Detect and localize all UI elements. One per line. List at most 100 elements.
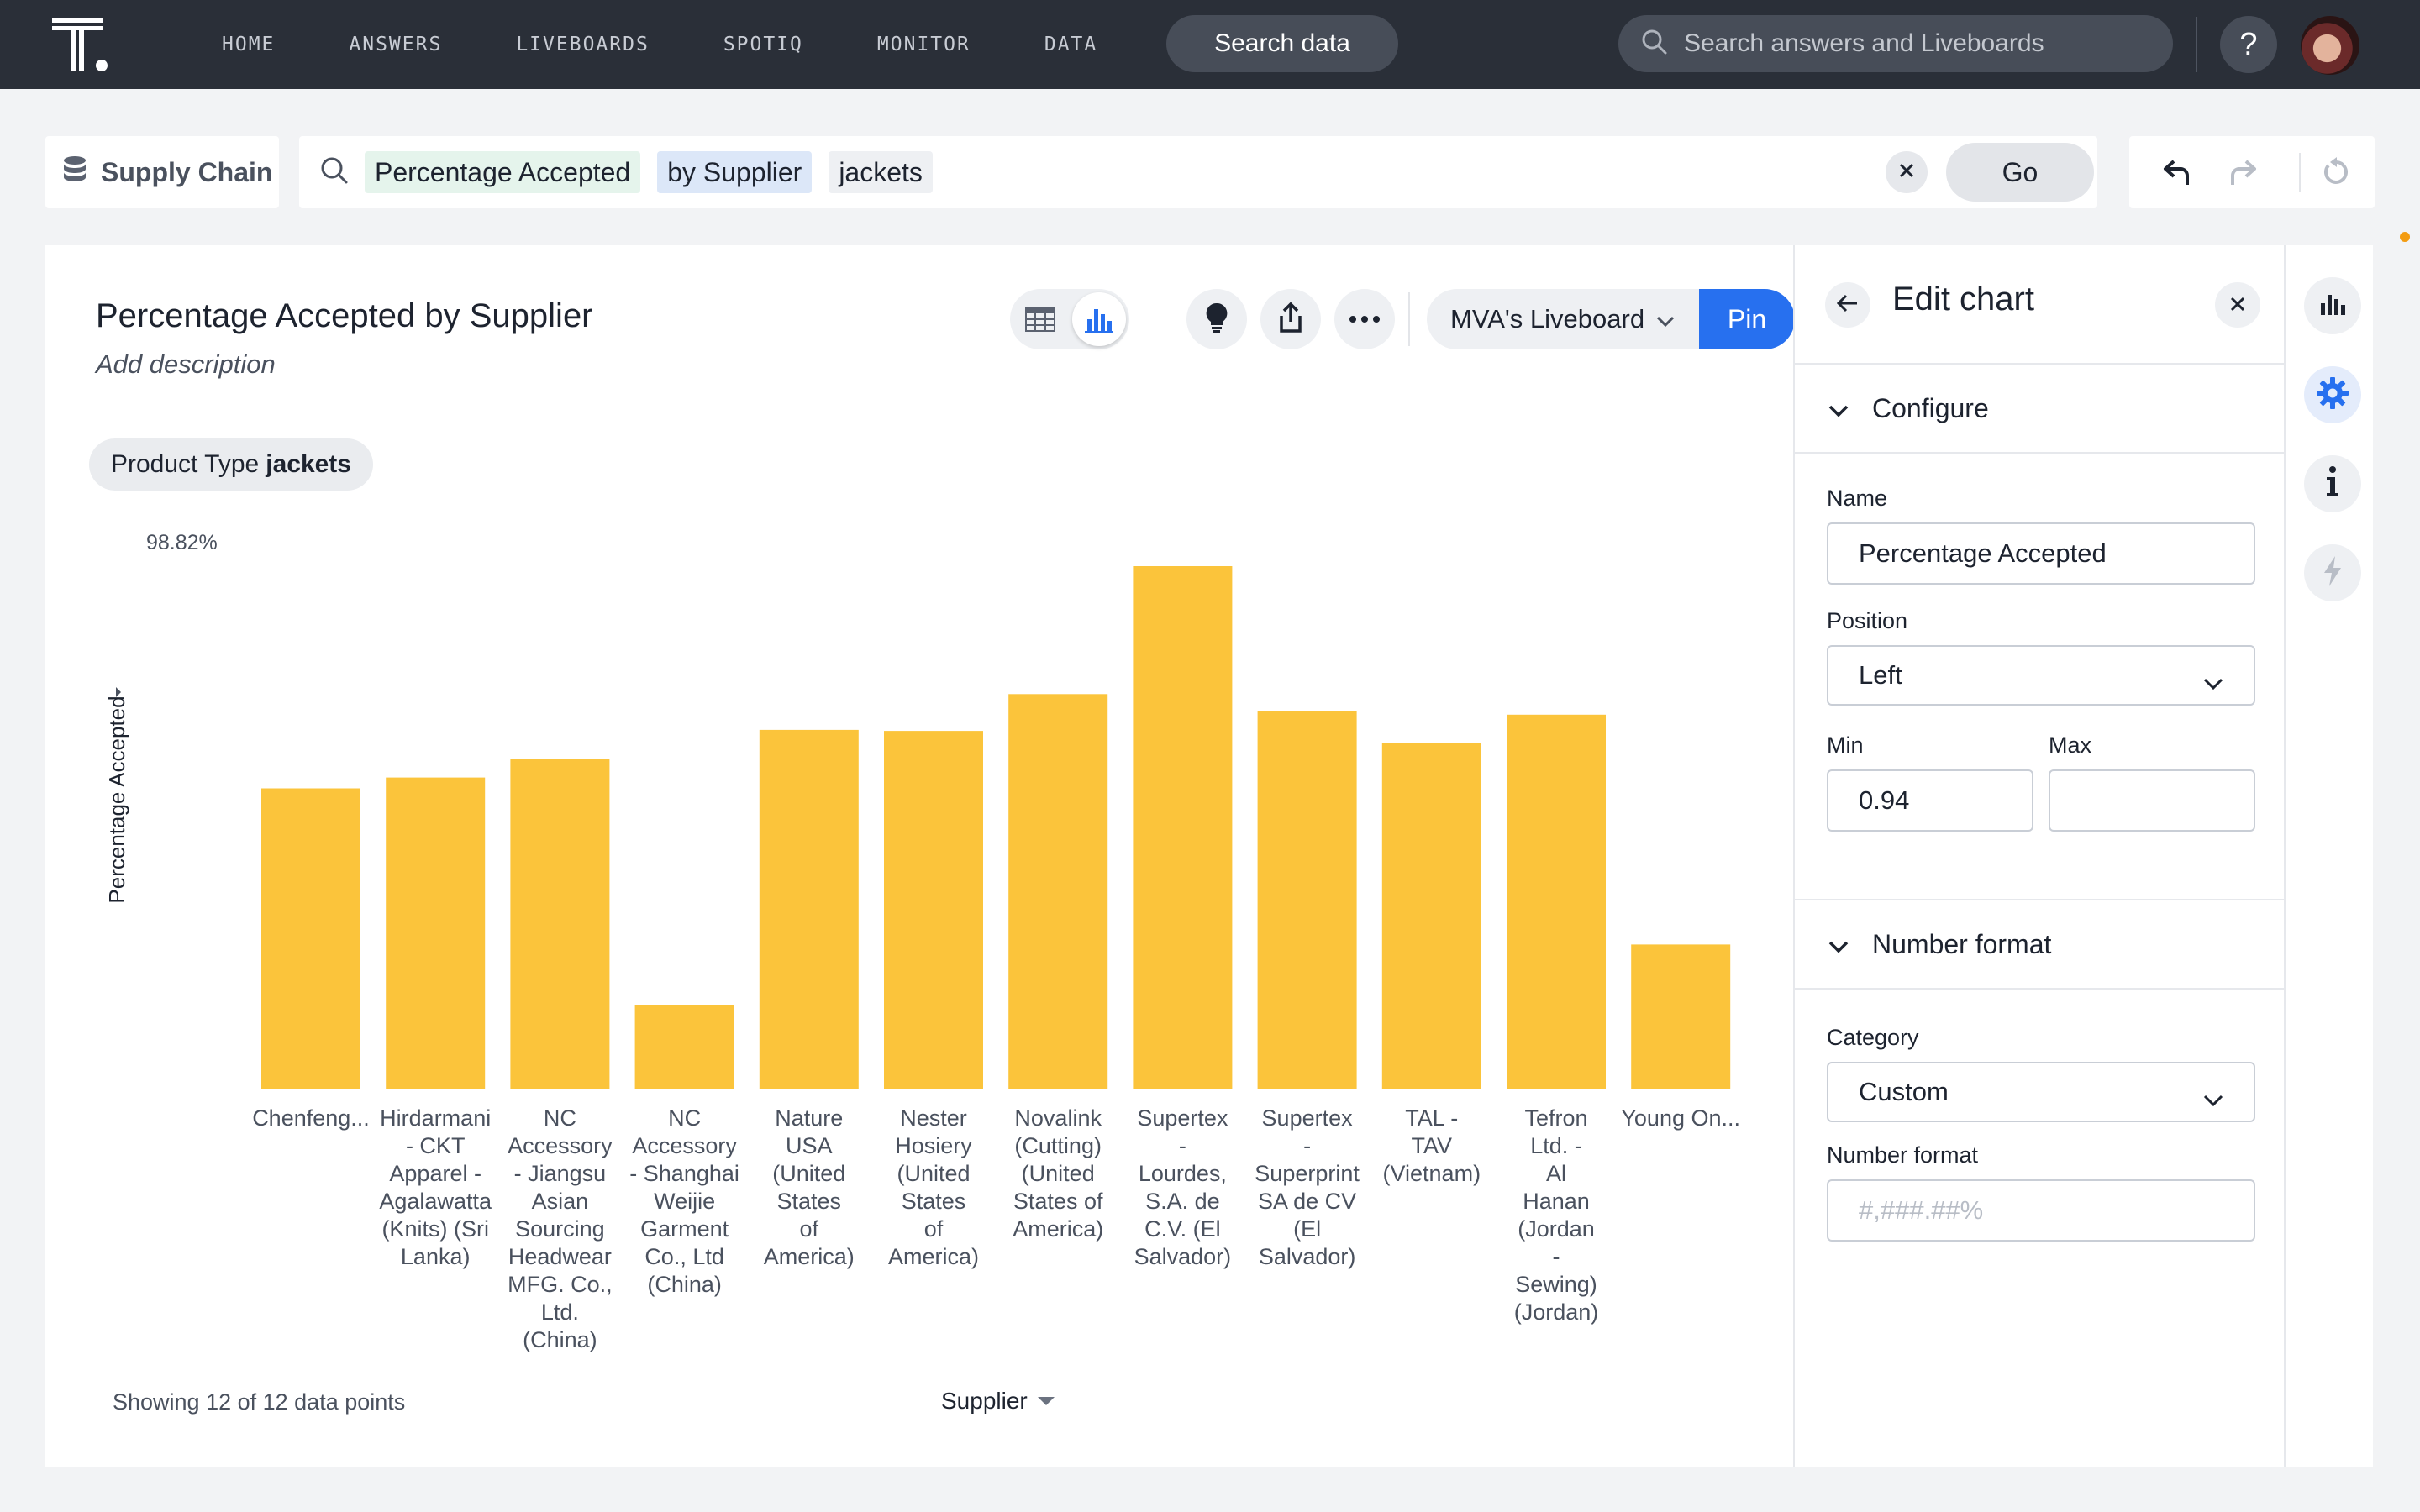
reset-icon[interactable] xyxy=(2319,155,2354,190)
search-token-attribute[interactable]: by Supplier xyxy=(657,151,813,193)
chevron-down-icon xyxy=(1828,929,1849,960)
search-token-measure[interactable]: Percentage Accepted xyxy=(365,151,641,193)
nav-data[interactable]: DATA xyxy=(1044,34,1098,55)
lightning-icon xyxy=(2323,555,2343,591)
chevron-down-icon xyxy=(2203,667,2223,697)
name-label: Name xyxy=(1827,486,1888,511)
filter-chip[interactable]: Product Type jackets xyxy=(89,438,373,491)
chevron-down-icon xyxy=(1828,393,1849,424)
position-select[interactable]: Left xyxy=(1827,645,2255,706)
history-controls xyxy=(2129,136,2375,208)
info-button[interactable] xyxy=(2304,455,2361,512)
filter-label: Product Type xyxy=(111,450,260,478)
data-source-selector[interactable]: Supply Chain xyxy=(45,136,279,208)
nav-monitor[interactable]: MONITOR xyxy=(876,34,971,55)
x-tick-label-9: Supertex -Superprint SA de CV (El Salvador) xyxy=(1255,1105,1360,1269)
x-tick-label-12: Young On... xyxy=(1621,1105,1740,1131)
close-panel-button[interactable] xyxy=(2215,282,2260,328)
y-axis-title[interactable]: Percentage Accepted xyxy=(104,696,129,903)
chevron-down-icon xyxy=(2203,1084,2223,1114)
search-bar[interactable]: Percentage Accepted by Supplier jackets … xyxy=(299,136,2097,208)
go-button[interactable]: Go xyxy=(1946,143,2094,202)
help-button[interactable]: ? xyxy=(2220,16,2277,73)
nav-liveboards[interactable]: LIVEBOARDS xyxy=(516,34,650,55)
gear-icon xyxy=(2316,376,2349,414)
user-avatar[interactable] xyxy=(2301,16,2360,75)
undo-icon[interactable] xyxy=(2160,155,2195,190)
main-menu: HOME ANSWERS LIVEBOARDS SPOTIQ MONITOR D… xyxy=(222,0,1171,89)
bar-4[interactable] xyxy=(634,1005,734,1089)
settings-button[interactable] xyxy=(2304,366,2361,423)
category-label: Category xyxy=(1827,1025,1919,1050)
search-icon xyxy=(1640,28,1669,60)
history-divider xyxy=(2299,153,2301,192)
number-format-input[interactable] xyxy=(1827,1179,2255,1242)
close-icon xyxy=(2229,291,2246,318)
x-tick-label-1: Chenfeng... xyxy=(252,1105,370,1131)
panel-header: Edit chart xyxy=(1795,245,2286,365)
search-token-value[interactable]: jackets xyxy=(829,151,933,193)
share-button[interactable] xyxy=(1260,289,1321,349)
thoughtspot-logo-icon[interactable] xyxy=(52,18,111,72)
bar-10[interactable] xyxy=(1381,743,1481,1089)
redo-icon[interactable] xyxy=(2225,155,2260,190)
configure-section-toggle[interactable]: Configure xyxy=(1795,365,2286,454)
nav-home[interactable]: HOME xyxy=(222,34,276,55)
x-tick-label-10: TAL -TAV (Vietnam) xyxy=(1383,1105,1481,1186)
answer-card: Chenfeng... Hirdarmani - CKT Apparel -Agala… xyxy=(45,245,2373,1467)
bar-8[interactable] xyxy=(1133,566,1233,1089)
global-search-input[interactable] xyxy=(1684,29,2154,58)
share-icon xyxy=(1278,302,1303,338)
clear-search-button[interactable] xyxy=(1886,151,1928,193)
bar-9[interactable] xyxy=(1257,711,1357,1089)
notification-dot xyxy=(2400,232,2410,242)
bar-chart-icon xyxy=(2319,291,2346,321)
answer-title[interactable]: Percentage Accepted by Supplier xyxy=(96,297,593,334)
category-select[interactable]: Custom xyxy=(1827,1062,2255,1122)
bar-6[interactable] xyxy=(884,731,983,1089)
spotiq-insights-button[interactable] xyxy=(1186,289,1247,349)
bar-1[interactable] xyxy=(261,788,360,1089)
configure-section-title: Configure xyxy=(1872,392,1989,423)
bar-12[interactable] xyxy=(1631,944,1731,1089)
name-input[interactable] xyxy=(1827,522,2255,585)
min-input[interactable] xyxy=(1827,769,2033,832)
more-options-button[interactable] xyxy=(1334,289,1395,349)
edit-chart-panel: Edit chart Configure Name Position Left … xyxy=(1793,245,2286,1467)
info-icon xyxy=(2324,465,2341,503)
pin-button[interactable]: Pin xyxy=(1699,289,1795,349)
chart-type-button[interactable] xyxy=(2304,277,2361,334)
search-data-button[interactable]: Search data xyxy=(1166,15,1398,72)
database-icon xyxy=(62,155,87,190)
data-source-name: Supply Chain xyxy=(101,156,273,187)
answer-description[interactable]: Add description xyxy=(96,349,276,379)
number-format-section-toggle[interactable]: Number format xyxy=(1795,900,2286,990)
global-search[interactable] xyxy=(1618,15,2173,72)
x-axis-column-selector[interactable]: Supplier xyxy=(941,1388,1055,1415)
bar-chart[interactable]: Chenfeng... Hirdarmani - CKT Apparel -Agala… xyxy=(45,245,1793,1467)
number-format-label: Number format xyxy=(1827,1142,1979,1168)
nav-spotiq[interactable]: SPOTIQ xyxy=(723,34,803,55)
nav-answers[interactable]: ANSWERS xyxy=(349,34,443,55)
quick-actions-button[interactable] xyxy=(2304,544,2361,601)
nav-divider xyxy=(2196,17,2197,72)
position-value: Left xyxy=(1859,660,1902,690)
chart-view-icon[interactable] xyxy=(1072,292,1126,346)
x-axis-title: Supplier xyxy=(941,1388,1028,1414)
chevron-down-icon xyxy=(1656,304,1675,334)
x-tick-label-4: NC Accessory - Shanghai Weijie Garment Co., L… xyxy=(629,1105,739,1297)
bar-5[interactable] xyxy=(759,729,859,1089)
max-input[interactable] xyxy=(2049,769,2255,832)
bar-11[interactable] xyxy=(1507,714,1606,1089)
bar-7[interactable] xyxy=(1008,694,1108,1089)
bar-2[interactable] xyxy=(386,777,486,1089)
bar-3[interactable] xyxy=(510,759,610,1089)
liveboard-selector[interactable]: MVA's Liveboard xyxy=(1427,289,1701,349)
toolbar-divider xyxy=(1408,292,1410,346)
table-view-icon[interactable] xyxy=(1013,292,1067,346)
back-button[interactable] xyxy=(1825,282,1870,328)
lightbulb-icon xyxy=(1204,302,1229,338)
y-axis-expand-caret-icon[interactable] xyxy=(116,687,121,697)
y-axis-label: Percentage Accepted xyxy=(104,696,129,903)
arrow-left-icon xyxy=(1836,294,1859,317)
